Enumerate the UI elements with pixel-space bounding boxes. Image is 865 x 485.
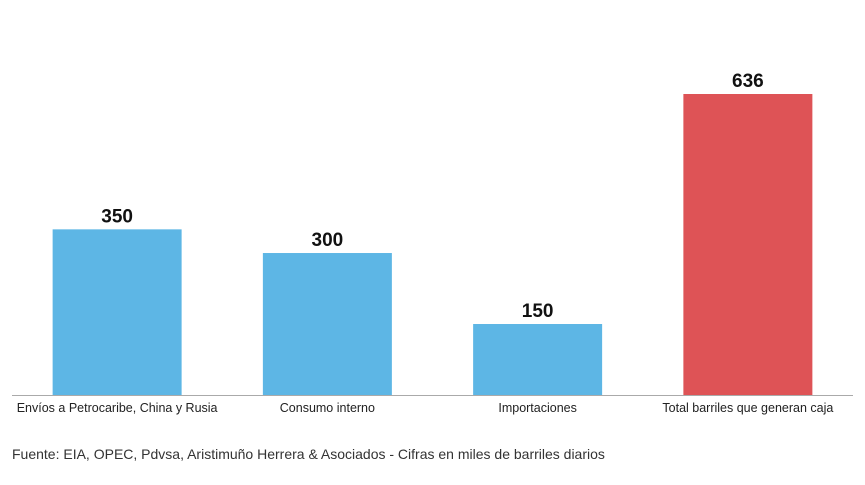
category-label-1: Consumo interno [280, 401, 375, 415]
category-labels-group: Envíos a Petrocaribe, China y Rusia Consu… [17, 401, 834, 415]
value-label-0: 350 [101, 206, 133, 227]
value-label-2: 150 [522, 301, 554, 322]
category-label-3: Total barriles que generan caja [662, 401, 833, 415]
bars-group [52, 94, 813, 395]
source-note: Fuente: EIA, OPEC, Pdvsa, Aristimuño Her… [12, 446, 605, 462]
bar-1 [262, 253, 392, 395]
category-label-2: Importaciones [498, 401, 577, 415]
bar-3 [683, 94, 813, 395]
value-label-1: 300 [312, 230, 344, 251]
category-label-0: Envíos a Petrocaribe, China y Rusia [17, 401, 218, 415]
bar-0 [52, 229, 182, 395]
value-labels-group: 350 300 150 636 [101, 71, 763, 322]
bar-2 [473, 324, 603, 395]
value-label-3: 636 [732, 71, 764, 92]
bar-chart: 350 300 150 636 Envíos a Petrocaribe, China… [12, 71, 853, 415]
